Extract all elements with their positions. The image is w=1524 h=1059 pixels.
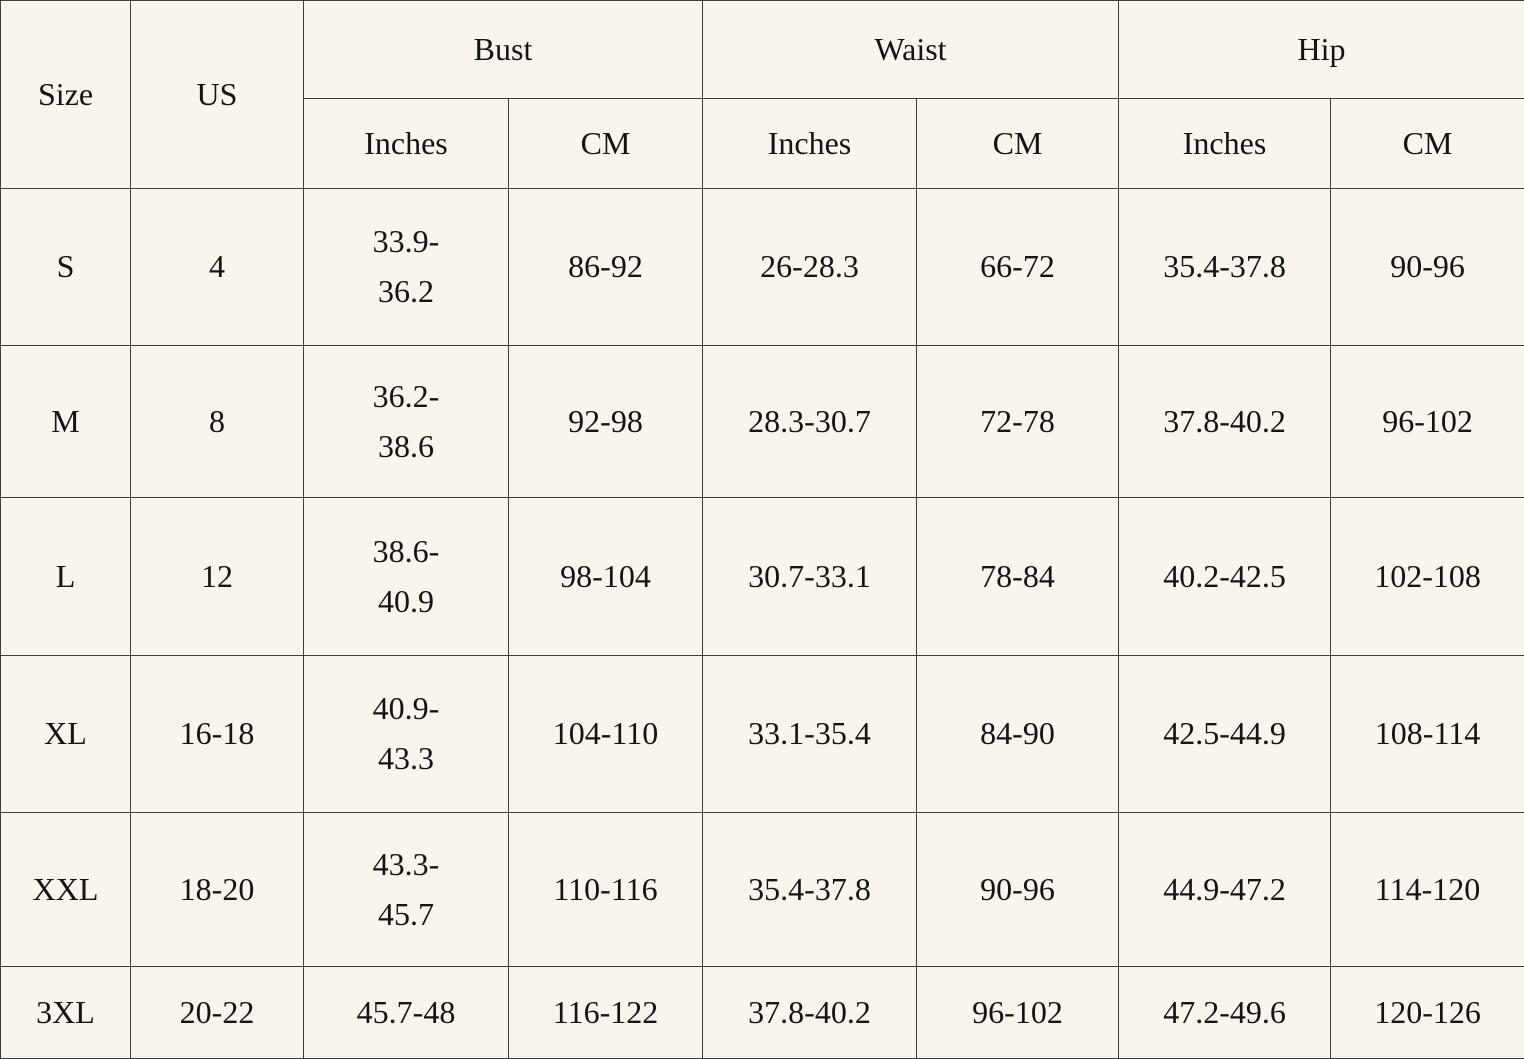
cell-bust-cm: 86-92 [509, 189, 703, 346]
cell-hip-cm: 114-120 [1331, 813, 1524, 967]
table-row: XL 16-18 40.9- 43.3 104-110 33.1-35.4 84… [1, 656, 1524, 813]
table-row: M 8 36.2- 38.6 92-98 28.3-30.7 72-78 37.… [1, 346, 1524, 498]
header-size: Size [1, 1, 131, 189]
header-waist: Waist [703, 1, 1119, 99]
cell-us: 4 [131, 189, 304, 346]
table-row: L 12 38.6- 40.9 98-104 30.7-33.1 78-84 4… [1, 498, 1524, 656]
cell-hip-inches: 42.5-44.9 [1119, 656, 1331, 813]
cell-us: 12 [131, 498, 304, 656]
table-row: 3XL 20-22 45.7-48 116-122 37.8-40.2 96-1… [1, 967, 1524, 1059]
subheader-bust-cm: CM [509, 99, 703, 189]
cell-us: 16-18 [131, 656, 304, 813]
cell-bust-cm: 116-122 [509, 967, 703, 1059]
cell-waist-cm: 90-96 [917, 813, 1119, 967]
cell-hip-inches: 35.4-37.8 [1119, 189, 1331, 346]
cell-size: XXL [1, 813, 131, 967]
cell-waist-inches: 26-28.3 [703, 189, 917, 346]
cell-bust-inches: 43.3- 45.7 [304, 813, 509, 967]
subheader-waist-cm: CM [917, 99, 1119, 189]
cell-hip-cm: 96-102 [1331, 346, 1524, 498]
cell-bust-cm: 98-104 [509, 498, 703, 656]
table-row: S 4 33.9- 36.2 86-92 26-28.3 66-72 35.4-… [1, 189, 1524, 346]
cell-bust-cm: 92-98 [509, 346, 703, 498]
cell-waist-cm: 84-90 [917, 656, 1119, 813]
cell-us: 18-20 [131, 813, 304, 967]
cell-hip-inches: 37.8-40.2 [1119, 346, 1331, 498]
cell-waist-inches: 33.1-35.4 [703, 656, 917, 813]
cell-size: 3XL [1, 967, 131, 1059]
cell-hip-cm: 102-108 [1331, 498, 1524, 656]
cell-waist-inches: 35.4-37.8 [703, 813, 917, 967]
cell-waist-inches: 37.8-40.2 [703, 967, 917, 1059]
subheader-hip-cm: CM [1331, 99, 1524, 189]
cell-bust-inches: 36.2- 38.6 [304, 346, 509, 498]
cell-bust-cm: 104-110 [509, 656, 703, 813]
header-hip: Hip [1119, 1, 1524, 99]
header-us: US [131, 1, 304, 189]
cell-waist-inches: 28.3-30.7 [703, 346, 917, 498]
cell-bust-inches: 38.6- 40.9 [304, 498, 509, 656]
subheader-bust-inches: Inches [304, 99, 509, 189]
cell-waist-cm: 96-102 [917, 967, 1119, 1059]
cell-hip-inches: 47.2-49.6 [1119, 967, 1331, 1059]
cell-us: 8 [131, 346, 304, 498]
cell-size: XL [1, 656, 131, 813]
cell-bust-cm: 110-116 [509, 813, 703, 967]
cell-bust-inches: 45.7-48 [304, 967, 509, 1059]
cell-size: L [1, 498, 131, 656]
cell-bust-inches: 40.9- 43.3 [304, 656, 509, 813]
cell-waist-cm: 72-78 [917, 346, 1119, 498]
cell-us: 20-22 [131, 967, 304, 1059]
header-row-groups: Size US Bust Waist Hip [1, 1, 1524, 99]
cell-size: M [1, 346, 131, 498]
subheader-waist-inches: Inches [703, 99, 917, 189]
cell-bust-inches: 33.9- 36.2 [304, 189, 509, 346]
cell-hip-inches: 40.2-42.5 [1119, 498, 1331, 656]
cell-hip-cm: 90-96 [1331, 189, 1524, 346]
header-bust: Bust [304, 1, 703, 99]
cell-waist-inches: 30.7-33.1 [703, 498, 917, 656]
cell-hip-inches: 44.9-47.2 [1119, 813, 1331, 967]
cell-waist-cm: 78-84 [917, 498, 1119, 656]
cell-waist-cm: 66-72 [917, 189, 1119, 346]
cell-size: S [1, 189, 131, 346]
cell-hip-cm: 120-126 [1331, 967, 1524, 1059]
subheader-hip-inches: Inches [1119, 99, 1331, 189]
cell-hip-cm: 108-114 [1331, 656, 1524, 813]
table-row: XXL 18-20 43.3- 45.7 110-116 35.4-37.8 9… [1, 813, 1524, 967]
